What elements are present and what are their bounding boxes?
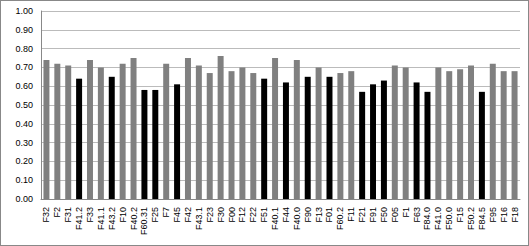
svg-text:F01: F01 [324,207,334,223]
svg-text:F16: F16 [499,207,509,223]
svg-text:F44: F44 [281,207,291,223]
svg-text:F90: F90 [303,207,313,223]
svg-text:F32: F32 [41,207,51,223]
svg-text:F63: F63 [412,207,422,223]
svg-text:F10: F10 [118,207,128,223]
svg-text:F41.0: F41.0 [433,207,443,230]
svg-text:F13: F13 [314,207,324,223]
svg-text:F91: F91 [368,207,378,223]
svg-text:F30: F30 [216,207,226,223]
svg-text:0.00: 0.00 [15,194,33,204]
svg-text:F22: F22 [248,207,258,223]
svg-text:F31: F31 [63,207,73,223]
svg-text:F05: F05 [390,207,400,223]
svg-text:F50.2: F50.2 [466,207,476,230]
svg-text:F1: F1 [401,207,411,218]
svg-text:F2: F2 [52,207,62,218]
svg-text:F84.0: F84.0 [422,207,432,230]
svg-text:F40.0: F40.0 [292,207,302,230]
svg-text:F60.2: F60.2 [335,207,345,230]
svg-text:F50: F50 [379,207,389,223]
svg-text:F25: F25 [150,207,160,223]
svg-text:F18: F18 [510,207,520,223]
svg-text:F40.1: F40.1 [270,207,280,230]
svg-text:0.30: 0.30 [15,138,33,148]
svg-text:F00: F00 [227,207,237,223]
svg-text:F12: F12 [237,207,247,223]
svg-text:0.20: 0.20 [15,156,33,166]
svg-text:F60.31: F60.31 [139,207,149,235]
svg-text:F43.2: F43.2 [107,207,117,230]
svg-text:0.90: 0.90 [15,25,33,35]
svg-text:F45: F45 [172,207,182,223]
svg-text:F11: F11 [346,207,356,222]
svg-text:F41.2: F41.2 [74,207,84,230]
svg-text:F23: F23 [205,207,215,223]
svg-text:F21: F21 [357,207,367,223]
svg-text:1.00: 1.00 [15,6,33,16]
svg-text:F42: F42 [183,207,193,223]
svg-text:F7: F7 [161,207,171,218]
svg-text:F41.1: F41.1 [96,207,106,230]
svg-text:F40.2: F40.2 [129,207,139,230]
svg-text:F50.0: F50.0 [444,207,454,230]
svg-text:0.50: 0.50 [15,100,33,110]
svg-text:F84.5: F84.5 [477,207,487,230]
svg-text:0.40: 0.40 [15,119,33,129]
svg-text:F33: F33 [85,207,95,223]
svg-text:F43.1: F43.1 [194,207,204,230]
svg-text:F95: F95 [488,207,498,223]
svg-text:F51: F51 [259,207,269,223]
svg-text:0.80: 0.80 [15,44,33,54]
svg-text:0.60: 0.60 [15,81,33,91]
svg-text:0.70: 0.70 [15,62,33,72]
svg-text:0.10: 0.10 [15,175,33,185]
svg-text:F15: F15 [455,207,465,223]
